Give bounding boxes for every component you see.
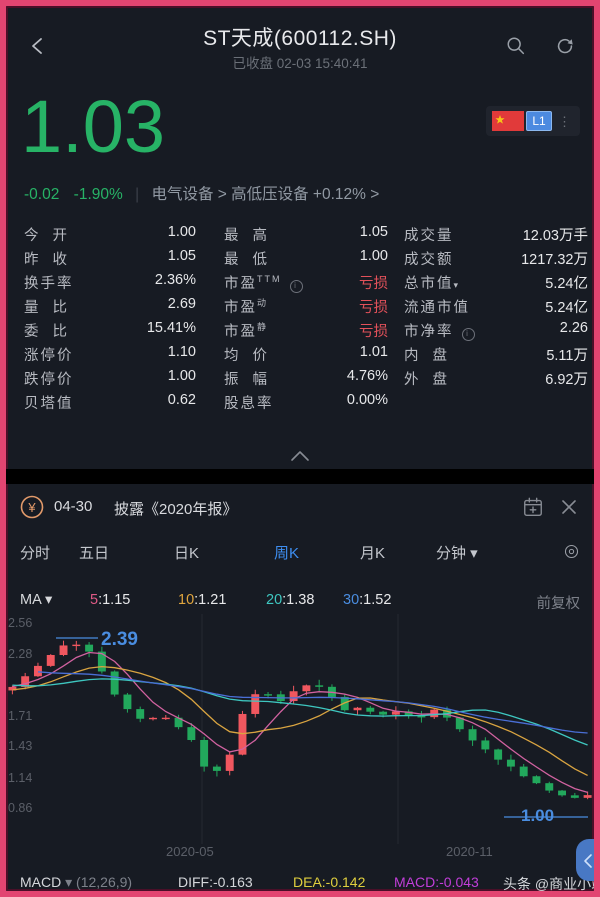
svg-text:¥: ¥ [27, 500, 36, 515]
